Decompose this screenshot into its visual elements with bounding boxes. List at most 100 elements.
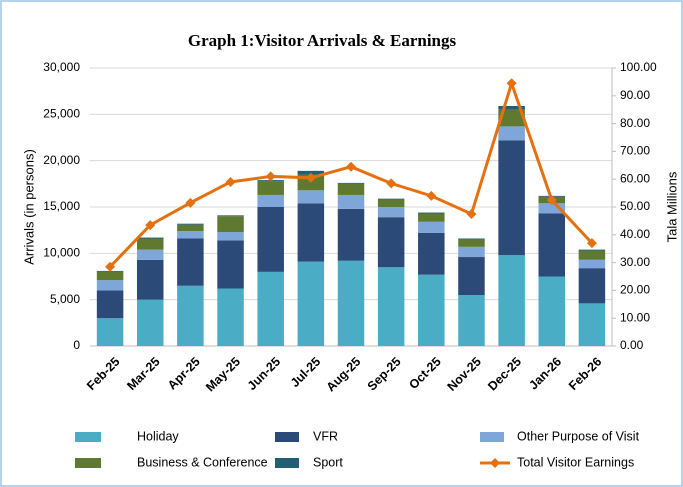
line-marker — [305, 172, 316, 183]
bar-segment — [136, 237, 164, 239]
y2-tick-label: 50.00 — [620, 199, 650, 213]
line-marker — [426, 190, 437, 201]
bar-segment — [418, 232, 445, 275]
bar-segment — [136, 249, 164, 260]
bar-segment — [377, 199, 405, 207]
bar-segment — [458, 238, 485, 240]
legend-marker — [490, 458, 500, 468]
bar-segment — [297, 190, 325, 204]
bar-segment — [257, 194, 284, 207]
bar-segment — [337, 183, 365, 195]
bar-segment — [177, 224, 204, 232]
legend-swatch — [75, 458, 101, 468]
bar-segment — [458, 257, 485, 296]
line-marker — [586, 238, 597, 249]
legend-swatch — [275, 432, 299, 442]
bar-segment — [578, 303, 606, 346]
y2-axis-label: Tala Millions — [664, 171, 679, 242]
legend-label: Other Purpose of Visit — [517, 429, 640, 443]
bar-segment — [498, 255, 525, 346]
line-marker — [546, 195, 557, 206]
bar-segment — [538, 203, 566, 214]
bar-segment — [96, 271, 124, 281]
bar-segment — [217, 215, 244, 217]
legend-swatch — [275, 458, 299, 468]
bar-segment — [458, 295, 485, 346]
chart-title: Graph 1:Visitor Arrivals & Earnings — [188, 31, 457, 50]
line-marker — [105, 261, 116, 272]
y2-tick-label: 60.00 — [620, 171, 650, 185]
legend-label: Sport — [313, 455, 343, 469]
y2-tick-label: 30.00 — [620, 255, 650, 269]
y-tick-label: 15,000 — [43, 199, 80, 213]
bar-segment — [337, 194, 365, 209]
line-marker — [225, 176, 236, 187]
line-marker — [185, 197, 196, 208]
bar-segment — [136, 299, 164, 346]
bar-segment — [377, 217, 405, 268]
bar-segment — [96, 290, 124, 319]
line-marker — [506, 78, 517, 89]
y2-tick-label: 80.00 — [620, 116, 650, 130]
legend-swatch — [75, 432, 101, 442]
bar-segment — [377, 207, 405, 218]
y-tick-label: 25,000 — [43, 107, 80, 121]
bar-segment — [297, 203, 325, 262]
bar-segment — [498, 140, 525, 256]
bar-segment — [337, 182, 365, 184]
bar-segment — [418, 221, 445, 233]
bar-segment — [217, 216, 244, 233]
y-tick-label: 20,000 — [43, 153, 80, 167]
y-tick-label: 5,000 — [50, 292, 80, 306]
line-marker — [346, 161, 356, 172]
bar-segment — [96, 318, 124, 346]
y-tick-label: 30,000 — [43, 60, 80, 74]
legend-label: Business & Conference — [137, 455, 268, 469]
bar-segment — [136, 259, 164, 300]
line-marker — [145, 220, 156, 231]
bar-segment — [217, 240, 244, 289]
line-marker — [265, 171, 276, 182]
bar-segment — [498, 126, 525, 141]
bar-segment — [538, 213, 566, 277]
bar-segment — [578, 249, 606, 251]
bar-segment — [217, 288, 244, 346]
bar-segment — [498, 109, 525, 127]
bar-segment — [377, 267, 405, 346]
y2-tick-label: 20.00 — [620, 283, 650, 297]
bar-segment — [337, 208, 365, 261]
bar-segment — [257, 181, 284, 195]
line-marker — [386, 178, 397, 189]
bar-segment — [96, 280, 124, 291]
bar-segment — [578, 268, 606, 304]
bar-segment — [136, 238, 164, 250]
bar-segment — [257, 207, 284, 272]
legend-label: VFR — [313, 429, 338, 443]
bar-segment — [458, 239, 485, 247]
bar-segment — [578, 259, 606, 269]
y-tick-label: 0 — [73, 338, 80, 352]
bar-segment — [177, 231, 204, 239]
y-axis-label: Arrivals (in persons) — [21, 149, 36, 265]
bar-segment — [578, 250, 606, 260]
bar-segment — [337, 260, 365, 346]
bar-segment — [418, 274, 445, 346]
bar-segment — [177, 238, 204, 286]
bar-segment — [498, 105, 525, 110]
bar-segment — [257, 271, 284, 346]
bar-segment — [418, 212, 445, 214]
bar-segment — [177, 223, 204, 225]
bar-segment — [377, 198, 405, 200]
bar-segment — [217, 232, 244, 241]
y2-tick-label: 0.00 — [620, 338, 644, 352]
y2-tick-label: 90.00 — [620, 88, 650, 102]
y2-tick-label: 100.00 — [620, 60, 657, 74]
bar-segment — [177, 285, 204, 346]
y2-tick-label: 40.00 — [620, 227, 650, 241]
bar-segment — [418, 213, 445, 222]
y2-tick-label: 70.00 — [620, 144, 650, 158]
legend-swatch — [480, 432, 504, 442]
bar-segment — [297, 170, 325, 175]
bar-segment — [538, 276, 566, 346]
